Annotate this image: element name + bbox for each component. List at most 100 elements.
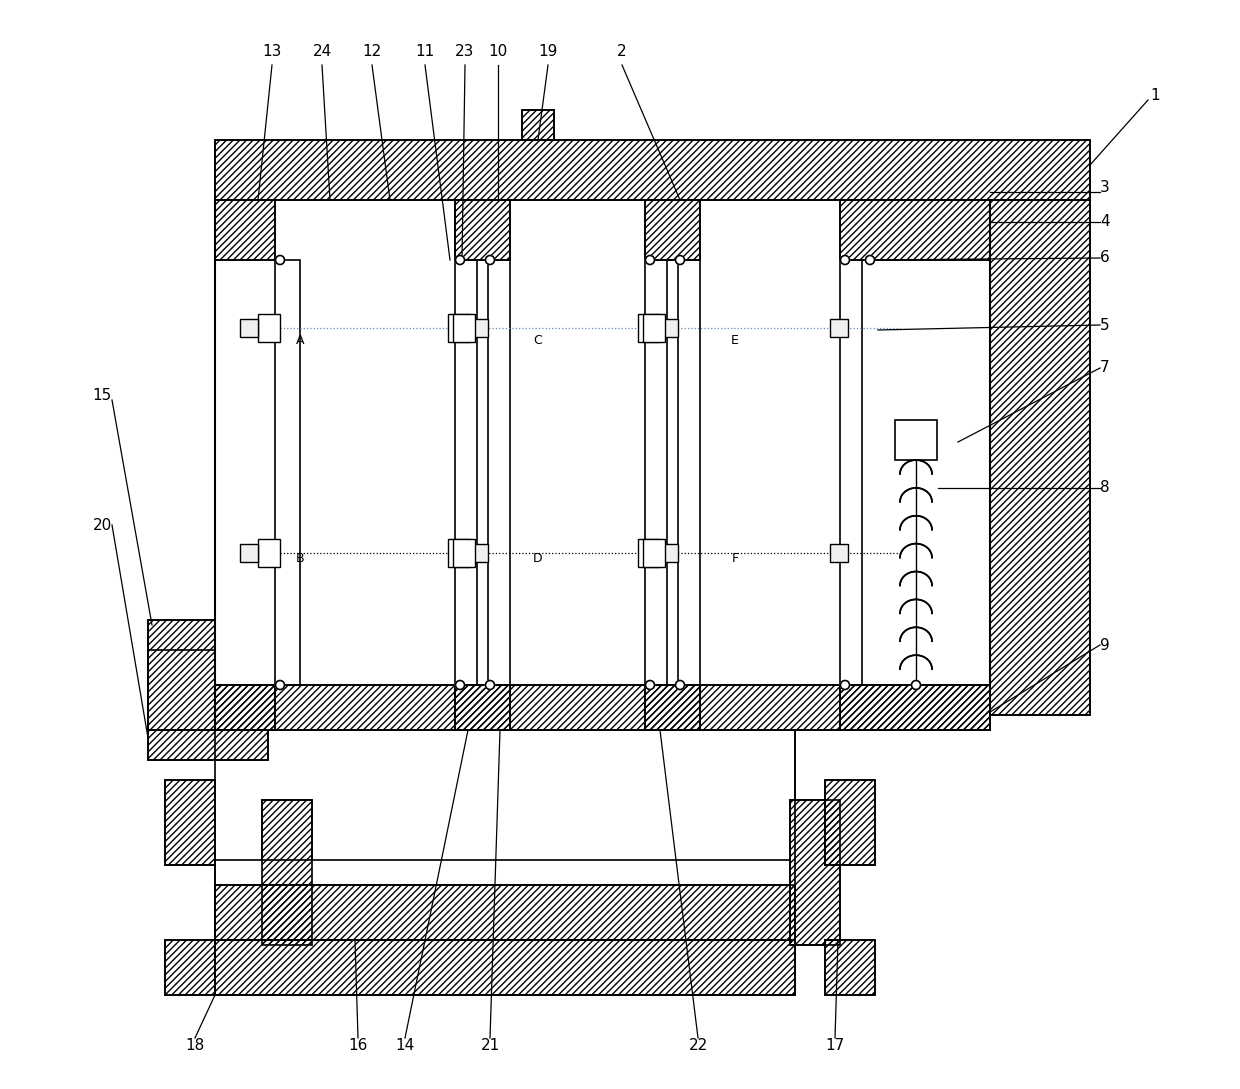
- Text: D: D: [533, 551, 543, 564]
- Circle shape: [676, 256, 684, 265]
- Circle shape: [841, 256, 849, 265]
- Text: 16: 16: [348, 1038, 368, 1052]
- Bar: [790, 800, 839, 945]
- Text: 5: 5: [1100, 318, 1110, 332]
- Bar: [645, 685, 701, 730]
- Bar: [645, 200, 701, 260]
- Bar: [262, 800, 312, 945]
- Bar: [830, 544, 848, 562]
- Text: B: B: [295, 551, 304, 564]
- Bar: [825, 780, 875, 865]
- Bar: [275, 260, 300, 685]
- Bar: [215, 940, 795, 995]
- Bar: [241, 319, 258, 337]
- Bar: [165, 780, 215, 865]
- Text: 17: 17: [826, 1038, 844, 1052]
- Bar: [215, 885, 795, 940]
- Bar: [522, 110, 554, 140]
- Bar: [215, 685, 990, 730]
- Bar: [644, 314, 665, 342]
- Bar: [455, 685, 510, 730]
- Text: 14: 14: [396, 1038, 414, 1052]
- Bar: [165, 780, 215, 865]
- Bar: [790, 800, 839, 945]
- Circle shape: [275, 256, 284, 265]
- Bar: [453, 314, 475, 342]
- Text: 12: 12: [362, 45, 382, 60]
- Text: 13: 13: [263, 45, 281, 60]
- Text: F: F: [732, 551, 739, 564]
- Bar: [215, 860, 795, 885]
- Bar: [660, 319, 678, 337]
- Text: 24: 24: [312, 45, 331, 60]
- Bar: [262, 800, 312, 945]
- Text: 1: 1: [1151, 87, 1159, 102]
- Bar: [455, 200, 510, 260]
- Bar: [830, 319, 848, 337]
- Circle shape: [486, 681, 495, 689]
- Bar: [489, 260, 510, 685]
- Text: 3: 3: [1100, 181, 1110, 196]
- Circle shape: [841, 681, 849, 689]
- Bar: [895, 420, 937, 460]
- Circle shape: [455, 256, 465, 265]
- Circle shape: [646, 256, 655, 265]
- Text: 21: 21: [480, 1038, 500, 1052]
- Bar: [645, 200, 701, 260]
- Bar: [645, 685, 701, 730]
- Bar: [148, 730, 268, 760]
- Bar: [470, 319, 489, 337]
- Bar: [148, 730, 268, 760]
- Circle shape: [676, 681, 684, 689]
- Bar: [453, 539, 475, 567]
- Text: A: A: [296, 333, 304, 346]
- Bar: [825, 940, 875, 995]
- Bar: [678, 260, 701, 685]
- Bar: [148, 650, 215, 730]
- Bar: [215, 140, 1090, 200]
- Circle shape: [486, 256, 495, 265]
- Bar: [825, 940, 875, 995]
- Bar: [215, 940, 795, 995]
- Bar: [215, 685, 275, 730]
- Bar: [455, 260, 477, 685]
- Bar: [165, 940, 215, 995]
- Bar: [522, 110, 554, 140]
- Bar: [839, 685, 990, 730]
- Text: 9: 9: [1100, 637, 1110, 652]
- Circle shape: [911, 681, 920, 689]
- Bar: [455, 685, 510, 730]
- Text: 15: 15: [92, 388, 112, 403]
- Bar: [215, 885, 795, 940]
- Text: 22: 22: [688, 1038, 708, 1052]
- Bar: [645, 260, 667, 685]
- Bar: [258, 314, 280, 342]
- Circle shape: [455, 681, 465, 689]
- Bar: [455, 200, 510, 260]
- Circle shape: [646, 681, 655, 689]
- Text: 11: 11: [415, 45, 435, 60]
- Circle shape: [275, 681, 284, 689]
- Bar: [148, 620, 215, 730]
- Bar: [448, 314, 470, 342]
- Bar: [215, 200, 275, 260]
- Bar: [639, 539, 660, 567]
- Bar: [839, 200, 990, 260]
- Text: 20: 20: [92, 517, 112, 533]
- Text: 6: 6: [1100, 250, 1110, 266]
- Bar: [990, 200, 1090, 715]
- Text: 19: 19: [538, 45, 558, 60]
- Text: E: E: [732, 333, 739, 346]
- Text: 23: 23: [455, 45, 475, 60]
- Text: 7: 7: [1100, 360, 1110, 376]
- Bar: [215, 140, 1090, 200]
- Bar: [215, 200, 275, 260]
- Bar: [165, 940, 215, 995]
- Bar: [215, 685, 275, 730]
- Bar: [148, 620, 215, 730]
- Bar: [644, 539, 665, 567]
- Bar: [215, 685, 990, 730]
- Text: 18: 18: [185, 1038, 205, 1052]
- Text: C: C: [533, 333, 542, 346]
- Circle shape: [866, 256, 874, 265]
